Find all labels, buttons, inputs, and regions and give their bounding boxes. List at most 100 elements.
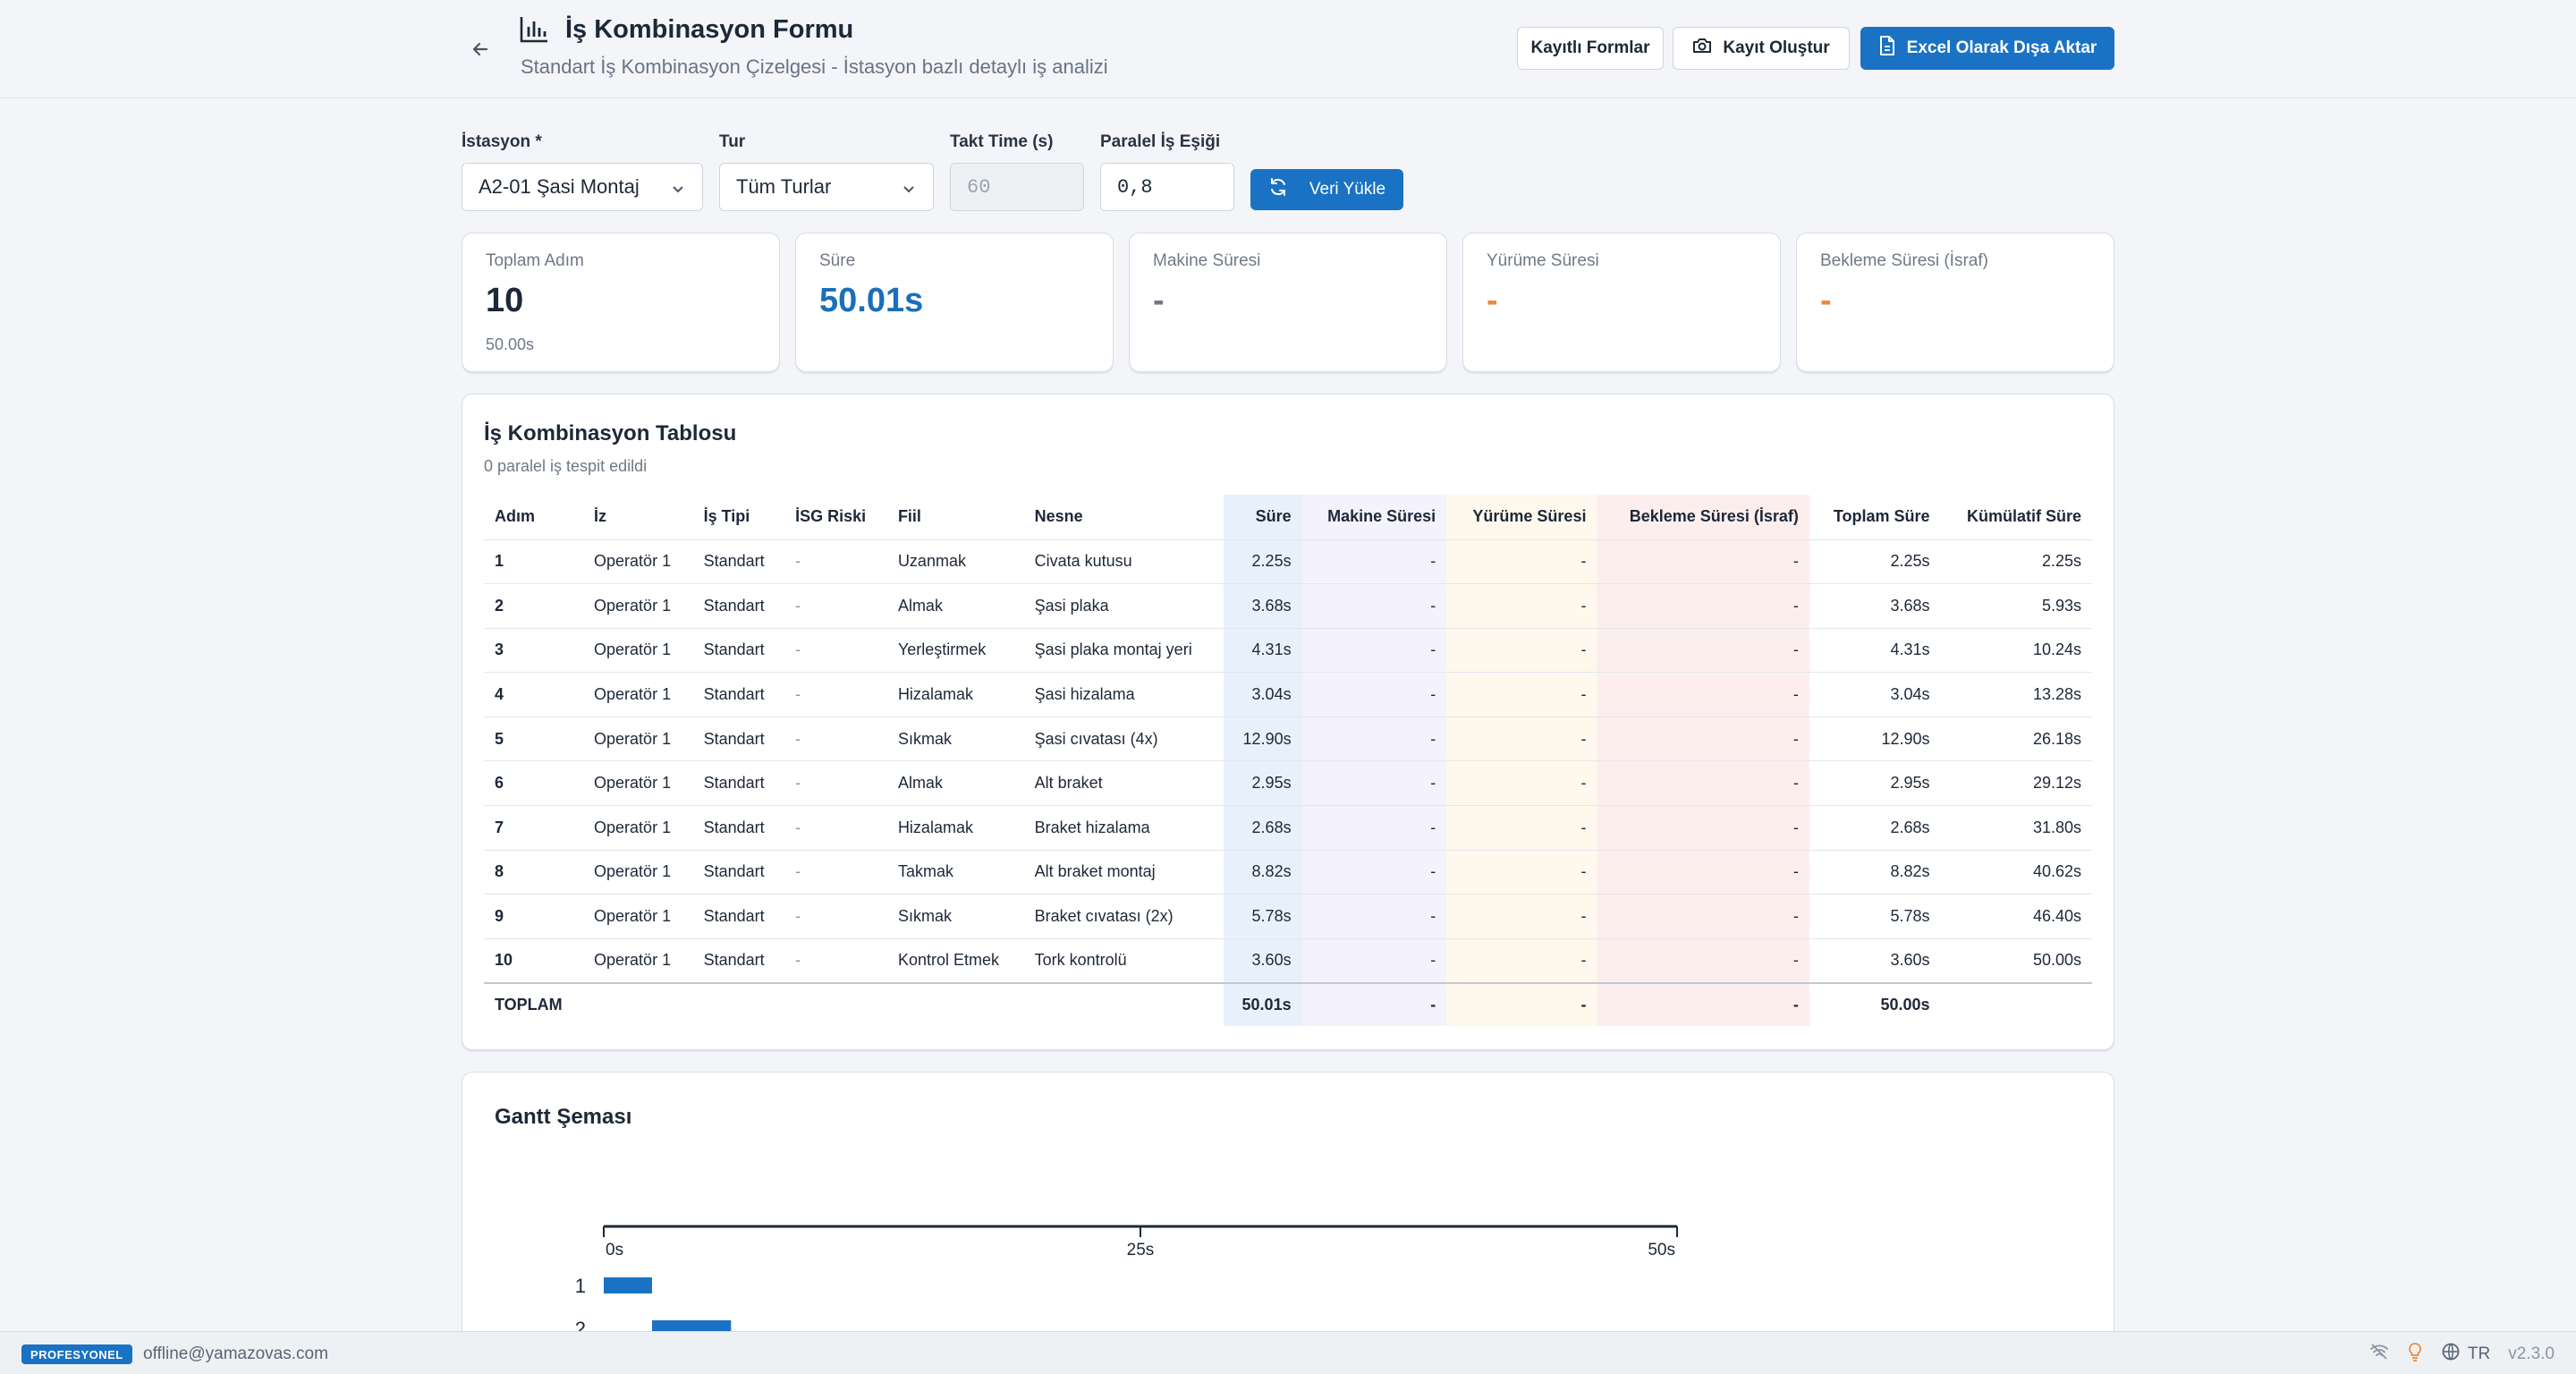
language-code: TR — [2467, 1344, 2491, 1363]
col-duration: Süre — [1223, 495, 1302, 539]
cell-duration: 2.68s — [1223, 805, 1302, 851]
cell-trace: Operatör 1 — [583, 716, 693, 761]
col-cumulative: Kümülatif Süre — [1966, 507, 2081, 526]
cell-safety-risk: - — [784, 805, 887, 851]
cell-safety-risk: - — [784, 849, 887, 895]
cell-machine: - — [1301, 760, 1447, 806]
station-label: İstasyon * — [462, 132, 542, 151]
cell-verb: Sıkmak — [886, 894, 1024, 939]
cell-cumulative: 13.28s — [1940, 672, 2092, 717]
gantt-row-label: 1 — [575, 1275, 586, 1297]
cell-object: Braket cıvatası (2x) — [1023, 894, 1224, 939]
cell-cumulative: 50.00s — [1940, 937, 2092, 983]
cell-verb: Uzanmak — [886, 539, 1024, 584]
station-select[interactable]: A2-01 Şasi Montaj — [462, 163, 703, 211]
table-row: 3 Operatör 1 Standart - Yerleştirmek Şasi pla… — [484, 627, 2092, 673]
cell-cumulative: 5.93s — [1940, 583, 2092, 629]
takt-label: Takt Time (s) — [950, 132, 1054, 151]
page-title: İş Kombinasyon Formu — [565, 14, 854, 44]
chevron-down-icon — [901, 179, 917, 202]
table-row: 8 Operatör 1 Standart - Takmak Alt braket mon… — [484, 849, 2092, 895]
station-value: A2-01 Şasi Montaj — [479, 175, 640, 198]
snapshot-button[interactable]: Kayıt Oluştur — [1673, 27, 1850, 70]
cell-work-type: Standart — [692, 805, 785, 851]
table-row: 1 Operatör 1 Standart - Uzanmak Civata kutusu… — [484, 539, 2092, 584]
saved-forms-button[interactable]: Kayıtlı Formlar — [1517, 27, 1664, 70]
total-total: 50.00s — [1809, 981, 1941, 1026]
cell-step: 8 — [484, 849, 584, 895]
type-select[interactable]: Tüm Turlar — [719, 163, 934, 211]
cell-waiting: - — [1597, 583, 1809, 629]
plan-badge: PROFESYONEL — [21, 1344, 132, 1364]
cell-safety-risk: - — [784, 894, 887, 939]
stat-label: Toplam Adım — [486, 251, 584, 270]
cell-object: Alt braket montaj — [1023, 849, 1224, 895]
cell-cumulative: 40.62s — [1940, 849, 2092, 895]
total-waiting: - — [1597, 981, 1809, 1026]
user-email: offline@yamazovas.com — [143, 1344, 328, 1363]
cell-trace: Operatör 1 — [583, 894, 693, 939]
export-excel-button[interactable]: Excel Olarak Dışa Aktar — [1860, 27, 2114, 70]
total-duration: 50.01s — [1223, 981, 1302, 1026]
stat-value: 10 — [486, 282, 524, 319]
stat-card-duration: Süre 50.01s — [795, 233, 1114, 372]
cell-machine: - — [1301, 937, 1447, 983]
cell-waiting: - — [1597, 760, 1809, 806]
cell-walking: - — [1446, 760, 1597, 806]
stat-label: Süre — [819, 251, 856, 270]
cell-total: 3.04s — [1809, 672, 1941, 717]
threshold-value: 0,8 — [1117, 175, 1153, 199]
wifi-off-icon[interactable] — [2369, 1343, 2389, 1366]
cell-safety-risk: - — [784, 627, 887, 673]
stat-value: - — [1820, 282, 1832, 319]
page-header: İş Kombinasyon Formu Standart İş Kombina… — [0, 0, 2576, 98]
stat-sub: 50.00s — [486, 335, 535, 353]
cell-duration: 4.31s — [1223, 627, 1302, 673]
lightbulb-icon[interactable] — [2407, 1342, 2423, 1367]
table-total-row: TOPLAM 50.01s - - - 50.00s — [484, 981, 2092, 1026]
cell-trace: Operatör 1 — [583, 583, 693, 629]
cell-safety-risk: - — [784, 937, 887, 983]
cell-machine: - — [1301, 672, 1447, 717]
cell-work-type: Standart — [692, 937, 785, 983]
cell-waiting: - — [1597, 716, 1809, 761]
cell-trace: Operatör 1 — [583, 937, 693, 983]
table-row: 10 Operatör 1 Standart - Kontrol Etmek Tork k… — [484, 937, 2092, 983]
cell-walking: - — [1446, 539, 1597, 584]
total-label: TOPLAM — [484, 981, 584, 1026]
gantt-tick-label: 25s — [1127, 1241, 1155, 1260]
cell-trace: Operatör 1 — [583, 672, 693, 717]
cell-walking: - — [1446, 937, 1597, 983]
cell-cumulative: 26.18s — [1940, 716, 2092, 761]
chevron-down-icon — [670, 179, 686, 202]
col-waiting: Bekleme Süresi (İsraf) — [1597, 495, 1809, 539]
cell-work-type: Standart — [692, 716, 785, 761]
threshold-input[interactable]: 0,8 — [1100, 163, 1234, 211]
cell-work-type: Standart — [692, 849, 785, 895]
cell-step: 6 — [484, 760, 584, 806]
cell-waiting: - — [1597, 849, 1809, 895]
stat-label: Bekleme Süresi (İsraf) — [1820, 251, 1988, 270]
col-walking: Yürüme Süresi — [1446, 495, 1597, 539]
load-data-button[interactable]: Veri Yükle — [1250, 169, 1403, 210]
cell-machine: - — [1301, 627, 1447, 673]
cell-waiting: - — [1597, 937, 1809, 983]
cell-step: 7 — [484, 805, 584, 851]
cell-trace: Operatör 1 — [583, 849, 693, 895]
takt-input[interactable]: 60 — [950, 163, 1084, 211]
language-switcher[interactable]: TR — [2441, 1342, 2490, 1367]
stat-value: - — [1153, 282, 1165, 319]
cell-safety-risk: - — [784, 672, 887, 717]
cell-duration: 3.60s — [1223, 937, 1302, 983]
table-row: 7 Operatör 1 Standart - Hizalamak Braket hiza… — [484, 805, 2092, 851]
table-title: İş Kombinasyon Tablosu — [484, 421, 737, 445]
cell-machine: - — [1301, 805, 1447, 851]
cell-step: 1 — [484, 539, 584, 584]
cell-object: Şasi cıvatası (4x) — [1023, 716, 1224, 761]
cell-verb: Kontrol Etmek — [886, 937, 1024, 983]
cell-duration: 2.25s — [1223, 539, 1302, 584]
gantt-panel: Gantt Şeması 0s 25s 50s 1 2 — [462, 1072, 2114, 1358]
col-work-type: İş Tipi — [703, 507, 750, 526]
back-arrow-icon[interactable] — [467, 36, 494, 63]
cell-machine: - — [1301, 894, 1447, 939]
